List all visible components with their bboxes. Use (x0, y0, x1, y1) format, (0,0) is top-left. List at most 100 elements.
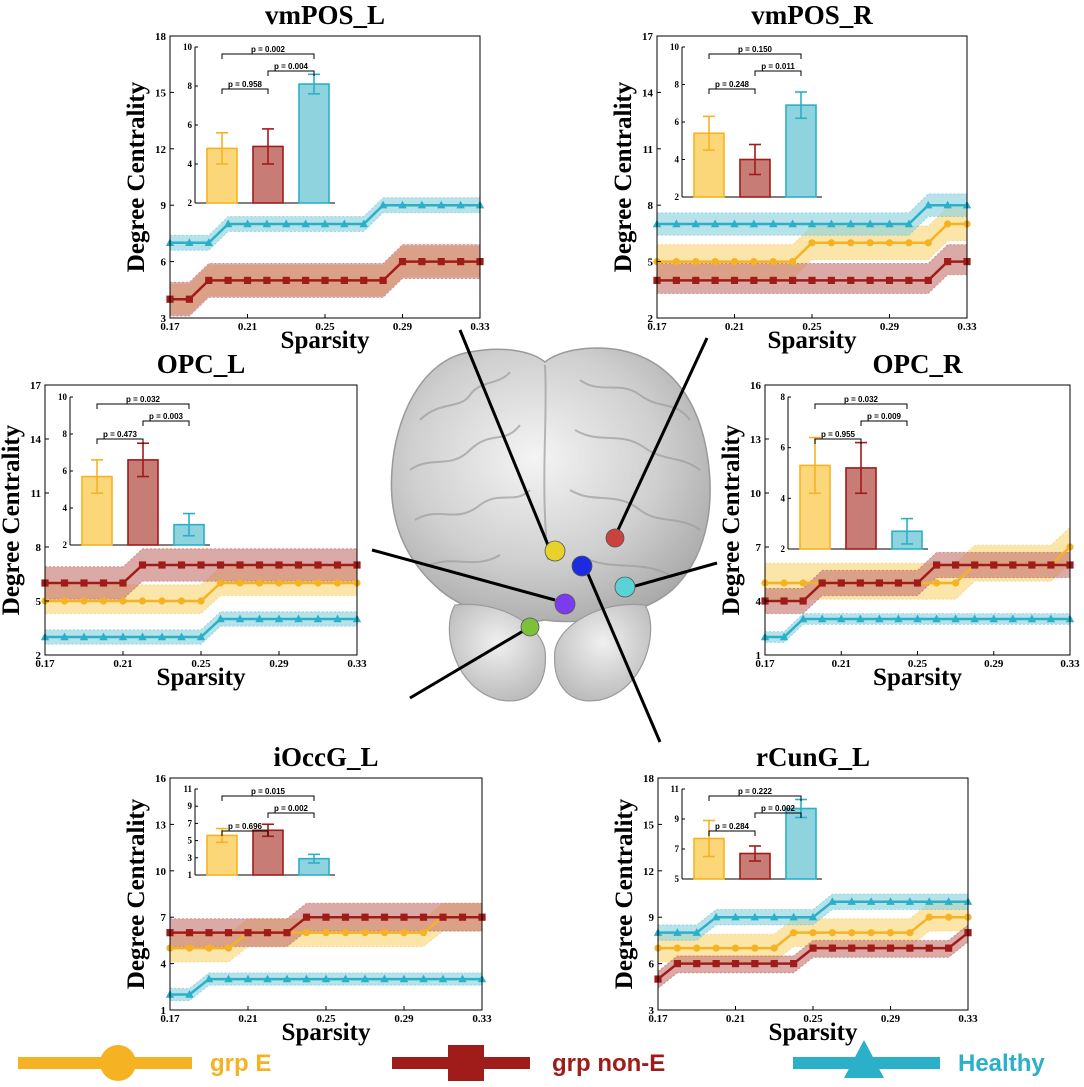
point-healthy (118, 632, 128, 641)
point-grpE (138, 597, 147, 605)
point-healthy (399, 974, 409, 983)
legend-item-healthy: Healthy (793, 1040, 1045, 1078)
point-grpE (944, 220, 952, 228)
point-healthy (827, 219, 836, 228)
y-tick-label: 10 (155, 866, 167, 878)
point-grpNonE (439, 913, 447, 921)
pvalue-bracket (860, 420, 908, 426)
point-grpE (224, 944, 233, 952)
point-healthy (730, 219, 739, 228)
point-healthy (79, 632, 89, 641)
point-grpNonE (932, 561, 941, 569)
x-tick-label: 0.29 (880, 321, 900, 333)
legend-item-grp-e: grp E (18, 1045, 271, 1081)
inset-y-tick-label: 8 (63, 429, 68, 439)
x-tick-label: 0.33 (1060, 658, 1080, 670)
point-grpNonE (1028, 561, 1036, 569)
connector-lines (371, 329, 718, 743)
x-axis-label: Sparsity (282, 1019, 371, 1046)
point-grpE (205, 944, 213, 952)
point-grpNonE (780, 597, 788, 605)
point-healthy (970, 614, 979, 623)
pvalue-label: p = 0.002 (274, 804, 309, 813)
point-grpE (314, 579, 322, 587)
pvalue-bracket (267, 70, 315, 76)
point-healthy (798, 614, 808, 623)
point-grpE (866, 239, 874, 247)
point-healthy (731, 912, 740, 921)
point-grpE (799, 579, 807, 587)
pvalue-bracket (221, 88, 269, 94)
point-grpNonE (282, 276, 290, 284)
point-grpNonE (283, 929, 291, 937)
legend-marker-triangle (844, 1040, 884, 1078)
point-grpE (886, 929, 895, 937)
point-healthy (458, 974, 467, 983)
point-grpNonE (185, 929, 194, 937)
x-tick-label: 0.17 (160, 321, 180, 333)
inset-bar-chart: 2 4 6 8 10 p = 0.473 p = 0.003 p = 0.032 (58, 392, 210, 550)
point-grpNonE (848, 944, 856, 952)
inset-bar-chart: 5 7 9 11 p = 0.284 p = 0.002 p = 0.222 (670, 784, 822, 884)
point-grpE (789, 258, 797, 266)
pvalue-bracket (96, 403, 190, 409)
point-grpNonE (672, 276, 680, 284)
y-tick-label: 4 (756, 596, 762, 608)
brain-hemisphere-shape (390, 347, 711, 623)
point-healthy (944, 897, 953, 905)
point-healthy (235, 614, 245, 623)
y-tick-label: 17 (30, 380, 42, 392)
point-grpNonE (769, 276, 777, 284)
point-healthy (913, 614, 922, 623)
point-healthy (885, 219, 894, 228)
point-grpE (847, 239, 855, 247)
point-grpE (197, 597, 205, 605)
x-tick-label: 0.25 (191, 658, 211, 670)
inset-y-tick-label: 5 (188, 836, 193, 846)
inset-y-tick-label: 2 (781, 544, 786, 554)
inset-y-tick-label: 8 (781, 392, 786, 402)
point-grpNonE (866, 276, 874, 284)
y-tick-label: 5 (36, 596, 42, 608)
point-healthy (419, 974, 428, 983)
point-grpE (322, 929, 330, 937)
point-grpNonE (437, 258, 445, 266)
panel-OPC_L: OPC_L Degree Centrality Sparsity 0.17 0.21 0.… (0, 349, 367, 691)
point-grpE (80, 597, 88, 605)
y-tick-label: 11 (643, 144, 653, 156)
point-healthy (924, 200, 933, 209)
point-grpNonE (243, 276, 252, 284)
panel-title: OPC_R (873, 349, 963, 379)
point-healthy (866, 897, 876, 905)
point-grpE (99, 597, 108, 605)
x-tick-label: 0.33 (958, 1013, 978, 1025)
point-grpNonE (1009, 561, 1017, 569)
legend-label-grp-e: grp E (210, 1050, 271, 1077)
y-axis-label: Degree Centrality (0, 424, 25, 615)
point-grpNonE (913, 579, 922, 587)
y-tick-label: 13 (155, 819, 167, 831)
inset-y-tick-label: 4 (63, 503, 68, 513)
node-OPC_L (554, 593, 576, 615)
point-grpNonE (847, 276, 855, 284)
connector-OPC_R (627, 561, 718, 590)
point-grpNonE (302, 913, 311, 921)
point-grpNonE (138, 561, 147, 569)
pvalue-label: p = 0.004 (274, 62, 309, 71)
point-healthy (437, 200, 446, 209)
y-axis-label: Degree Centrality (718, 424, 745, 615)
inset-y-tick-label: 11 (183, 784, 192, 794)
panel-OPC_R: OPC_R Degree Centrality Sparsity 0.17 0.21 0.… (718, 349, 1080, 691)
point-grpNonE (205, 276, 213, 284)
point-healthy (360, 974, 370, 983)
y-tick-label: 14 (30, 434, 42, 446)
point-grpNonE (693, 960, 701, 968)
point-healthy (456, 200, 465, 209)
inset-bar-chart: 1 3 5 7 9 11 p = 0.696 p = 0.002 p = 0.015 (183, 784, 335, 880)
point-grpE (158, 597, 166, 605)
point-healthy (1046, 614, 1056, 623)
pvalue-bracket (708, 830, 756, 836)
point-healthy (905, 897, 915, 905)
pvalue-label: p = 0.222 (738, 787, 773, 796)
pvalue-bracket (142, 420, 190, 426)
